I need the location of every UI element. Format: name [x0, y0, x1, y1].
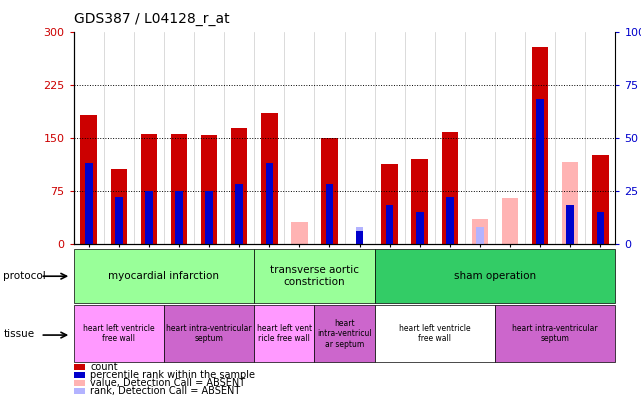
Bar: [111, 169, 127, 244]
Bar: [416, 212, 424, 244]
Bar: [321, 137, 338, 244]
Bar: [412, 159, 428, 244]
Bar: [235, 184, 243, 244]
Bar: [476, 227, 484, 244]
Bar: [502, 198, 519, 244]
Bar: [261, 113, 278, 244]
Bar: [381, 164, 398, 244]
Bar: [81, 115, 97, 244]
Bar: [446, 197, 454, 244]
Bar: [567, 206, 574, 244]
Text: count: count: [90, 362, 118, 372]
Bar: [175, 190, 183, 244]
Bar: [291, 222, 308, 244]
Text: heart left ventricle
free wall: heart left ventricle free wall: [399, 324, 470, 343]
Bar: [115, 197, 122, 244]
Text: heart intra-ventricular
septum: heart intra-ventricular septum: [512, 324, 598, 343]
Text: heart left ventricle
free wall: heart left ventricle free wall: [83, 324, 154, 343]
Text: heart intra-ventricular
septum: heart intra-ventricular septum: [166, 324, 252, 343]
Bar: [597, 212, 604, 244]
Bar: [472, 219, 488, 244]
Bar: [171, 134, 187, 244]
Text: tissue: tissue: [3, 329, 35, 339]
Text: value, Detection Call = ABSENT: value, Detection Call = ABSENT: [90, 378, 246, 388]
Bar: [356, 227, 363, 244]
Text: transverse aortic
constriction: transverse aortic constriction: [270, 265, 359, 287]
Bar: [326, 184, 333, 244]
Text: GDS387 / L04128_r_at: GDS387 / L04128_r_at: [74, 12, 229, 26]
Bar: [265, 163, 273, 244]
Text: percentile rank within the sample: percentile rank within the sample: [90, 370, 255, 380]
Bar: [592, 155, 608, 244]
Bar: [201, 135, 217, 244]
Bar: [537, 99, 544, 244]
Bar: [145, 190, 153, 244]
Text: myocardial infarction: myocardial infarction: [108, 271, 219, 281]
Text: heart
intra-ventricul
ar septum: heart intra-ventricul ar septum: [317, 319, 372, 348]
Text: protocol: protocol: [3, 271, 46, 281]
Bar: [442, 132, 458, 244]
Bar: [140, 134, 157, 244]
Bar: [231, 128, 247, 244]
Bar: [85, 163, 92, 244]
Text: rank, Detection Call = ABSENT: rank, Detection Call = ABSENT: [90, 386, 240, 396]
Text: heart left vent
ricle free wall: heart left vent ricle free wall: [257, 324, 312, 343]
Bar: [356, 231, 363, 244]
Bar: [562, 162, 578, 244]
Bar: [386, 206, 394, 244]
Text: sham operation: sham operation: [454, 271, 536, 281]
Bar: [205, 190, 213, 244]
Bar: [532, 47, 549, 244]
